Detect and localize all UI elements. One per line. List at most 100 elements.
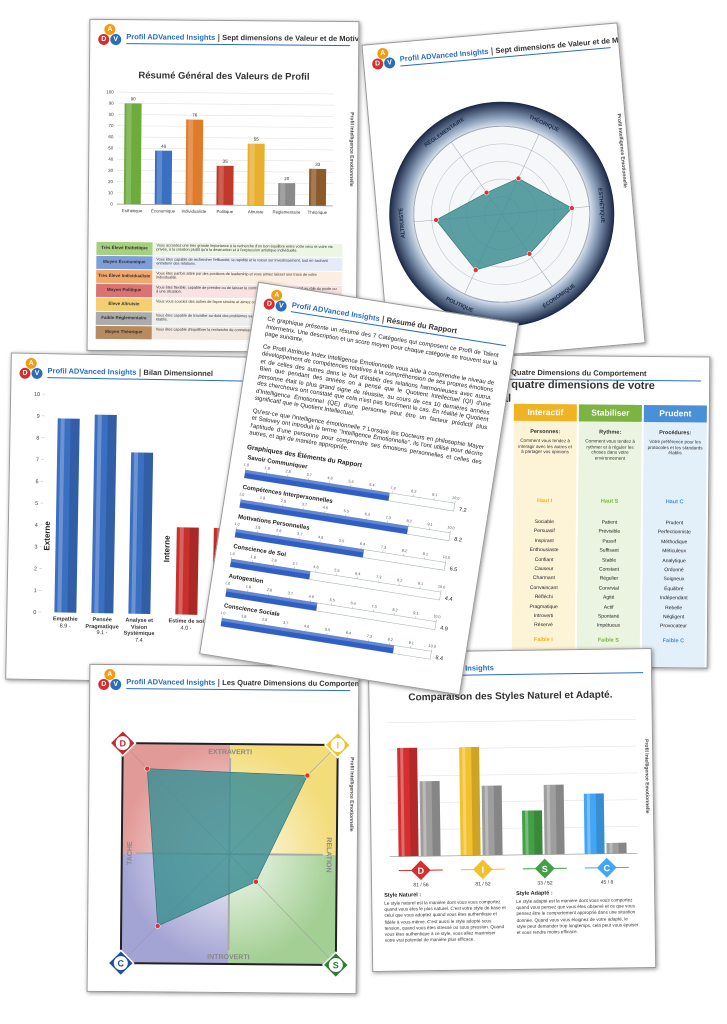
style-badge-inner <box>330 737 345 752</box>
y-tick-label: 1 <box>34 588 37 594</box>
trait: Indépendant <box>659 595 688 602</box>
x-tick-label: 4.6 <box>304 624 310 629</box>
style-letter: I <box>482 865 485 875</box>
style-text-body: Le style adapté est la manière dont vous… <box>516 897 639 935</box>
x-tick-label: 2.8 <box>276 528 282 533</box>
x-tick-label: 5.5 <box>343 508 349 513</box>
table-description: Vous accordez une très grande importance… <box>156 243 333 254</box>
bar-chart: 0 10 20 30 40 50 60 70 80 90 100 90 Esthétique 48 Écon… <box>106 89 334 215</box>
bar <box>583 793 605 854</box>
x-tick-label: 7.3 <box>390 485 396 490</box>
style-text-title: Style Adapté : <box>516 890 553 897</box>
x-tick-label: 7.3 <box>367 634 373 639</box>
badge-rule <box>460 868 505 871</box>
column: Stabiliser Rythme: Comment vous tendez à r… <box>576 404 642 667</box>
x-tick-label: 1.0 <box>229 551 235 556</box>
bar-shade <box>618 842 627 854</box>
style-letter: I <box>336 740 339 750</box>
logo-letter: V <box>274 299 288 313</box>
bar <box>459 746 481 856</box>
trait: Convivial <box>598 585 619 592</box>
trait: Agité <box>603 594 615 601</box>
trait: Rebelle <box>665 604 683 611</box>
bar-shade <box>67 418 80 613</box>
page-header-title: Résumé du Rapport <box>385 315 458 336</box>
bar <box>220 617 395 653</box>
x-tick-label: 8.2 <box>402 548 408 553</box>
style-badge-inner <box>115 736 130 751</box>
trait: Stable <box>601 557 617 564</box>
x-tick-label: 1.9 <box>241 614 247 619</box>
trait: Équilibré <box>664 585 684 593</box>
bar-highlight <box>218 165 224 206</box>
x-tick-label: Altruiste <box>248 209 264 214</box>
x-tick-label: 9.1 <box>413 611 419 616</box>
bar-highlight <box>586 793 591 854</box>
x-tick-label: 3.7 <box>297 531 303 536</box>
x-tick-label: 5.5 <box>325 627 331 632</box>
trait: Constant <box>598 566 620 573</box>
disc-point <box>144 765 150 772</box>
bar-shade <box>471 746 481 856</box>
x-tick-label: 10.0 <box>433 614 441 619</box>
trait: Prévisible <box>598 528 621 536</box>
bar-highlight <box>245 469 390 496</box>
value-label: 90 <box>131 96 137 101</box>
style-letter: D <box>119 738 126 748</box>
logo-letter: D <box>98 33 110 46</box>
trait: Réfléchi <box>534 594 553 601</box>
trait: Sociable <box>534 518 555 526</box>
disc-page: A D V Profil ADVanced Insights Les Quatre Di… <box>86 663 360 995</box>
x-axis <box>389 852 638 858</box>
x-tick-label: 8.2 <box>397 578 403 583</box>
bar-highlight <box>131 452 139 614</box>
trait: Actif <box>603 604 614 611</box>
bar-chart: D 81 / 56 I 81 / 52 S 33 / 52 C 45 / 8 <box>387 718 638 888</box>
separator <box>218 678 220 687</box>
x-tick-label: 6.4 <box>355 571 361 576</box>
bar-highlight <box>609 842 613 854</box>
bar <box>91 414 117 614</box>
grid-line <box>117 125 334 128</box>
bar-shade <box>595 793 605 854</box>
trait: Régulier <box>599 575 619 583</box>
y-tick-label: 3 <box>34 545 37 551</box>
bar-shade <box>409 747 419 857</box>
value-label: 8.2 <box>454 536 463 543</box>
logo-letter: D <box>19 367 31 379</box>
x-tick-label: 5.5 <box>334 568 340 573</box>
bar-highlight <box>235 528 365 553</box>
low-label: Faible C <box>662 637 685 644</box>
column: Interactif Personnes: Comment vous tendez … <box>511 403 577 667</box>
bar-chart: 0 1 2 3 4 5 6 7 8 9 10 Externe Interne <box>33 392 236 616</box>
x-tick-label: 6.4 <box>360 541 366 546</box>
axis-label: EXTRAVERTI <box>208 749 252 756</box>
radar-chart: RÉGLEMENTAIRE THÉORIQUEESTHÉTIQUEÉCONOMIQ… <box>389 101 615 327</box>
page-header-title: Sept dimensions de Valeur et de Motivati… <box>494 32 646 56</box>
x-tick-label: Économique <box>151 208 176 213</box>
axis-label: TACHE <box>127 841 134 865</box>
trait: Impétueux <box>596 622 621 630</box>
grid-line <box>388 772 637 777</box>
bar-highlight <box>57 418 65 613</box>
x-tick-label: 8.2 <box>387 637 393 642</box>
page-title: Résumé Général des Valeurs de Profil <box>138 70 310 83</box>
bar <box>543 784 565 855</box>
x-tick-label: Analyse et Vision Systémique <box>123 617 155 638</box>
grid-line <box>117 91 334 95</box>
logo-letter: V <box>31 367 43 380</box>
values-summary-page: A D V Profil ADVanced Insights Sept dimensio… <box>86 18 360 354</box>
x-tick-label: 7.3 <box>376 574 382 579</box>
x-tick-label: Politique <box>217 209 234 214</box>
style-letter: D <box>418 866 425 876</box>
x-tick-label: 5.5 <box>339 538 345 543</box>
x-tick-label: 1.0 <box>225 581 231 586</box>
column-header: Prudent <box>643 404 707 423</box>
brand: Profil ADVanced Insights <box>126 32 216 42</box>
table-level: Très Élevé Individualiste <box>96 269 153 284</box>
bar-highlight <box>156 150 163 205</box>
brand: Profil ADVanced Insights <box>291 300 381 324</box>
x-tick-label: 9.1 <box>418 581 424 586</box>
